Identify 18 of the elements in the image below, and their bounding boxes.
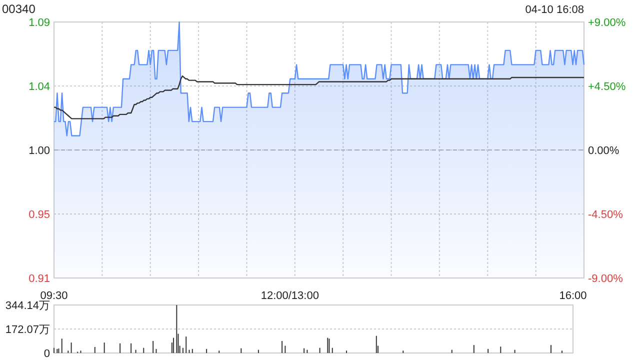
y-tick-label: 1.04	[28, 81, 50, 93]
y-tick-label: 1.00	[28, 145, 50, 157]
y-tick-label: 1.09	[28, 17, 50, 29]
y2-tick-label: +4.50%	[588, 81, 626, 93]
y-tick-label: 172.07万	[5, 324, 50, 336]
x-tick-label: 12:00/13:00	[260, 290, 319, 302]
y2-tick-label: -4.50%	[588, 209, 624, 221]
y2-tick-label: -9.00%	[588, 273, 624, 285]
y2-tick-label: 0.00%	[588, 145, 620, 157]
y-tick-label: 0.95	[28, 209, 50, 221]
x-tick-label: 16:00	[559, 290, 587, 302]
y2-tick-label: +9.00%	[588, 17, 626, 29]
x-tick-label: 09:30	[40, 290, 68, 302]
y-tick-label: 0.91	[28, 273, 50, 285]
chart-title: 00340	[2, 2, 36, 16]
y-tick-label: 0	[44, 348, 50, 360]
chart-subtitle: 04-10 16:08	[525, 4, 584, 16]
y-tick-label: 344.14万	[5, 300, 50, 312]
